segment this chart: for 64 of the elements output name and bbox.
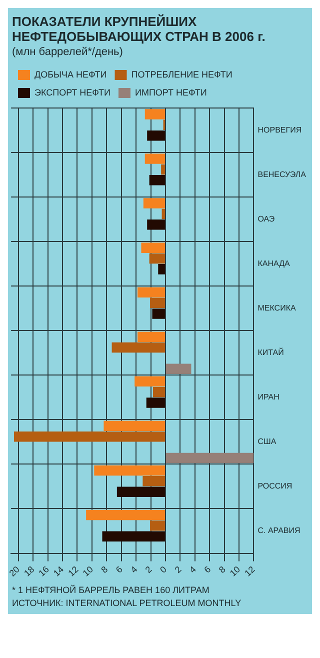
x-tick-label: 4 <box>187 564 198 575</box>
bar <box>150 520 165 531</box>
bar <box>150 298 165 308</box>
legend-label: ИМПОРТ НЕФТИ <box>134 87 207 98</box>
x-tick-label: 12 <box>242 564 257 578</box>
bar <box>104 420 165 432</box>
bar <box>147 130 165 141</box>
y-tick-label: МЕКСИКА <box>258 304 296 313</box>
x-tick-label: 12 <box>66 564 80 578</box>
x-tick-label: 2 <box>172 564 184 575</box>
bar <box>158 264 165 274</box>
y-tick-label: ИРАН <box>258 392 280 402</box>
y-tick-label: КИТАЙ <box>258 347 284 358</box>
bar <box>141 242 165 253</box>
legend-label: ДОБЫЧА НЕФТИ <box>34 69 107 80</box>
text: ИСТОЧНИК: INTERNATIONAL PETROLEUM MONTHLY <box>11 597 242 608</box>
bar <box>143 198 165 208</box>
x-tick-label: 8 <box>99 564 110 575</box>
bar <box>149 253 165 264</box>
x-tick-label: 6 <box>202 564 213 575</box>
bar <box>146 398 165 408</box>
x-tick-label: 8 <box>216 564 228 575</box>
chart-title: ПОКАЗАТЕЛИ КРУПНЕЙШИХ НЕФТЕДОБЫВАЮЩИХ СТРАН В 2006 г. <box>11 14 266 44</box>
bar <box>162 208 165 220</box>
x-tick-label: 20 <box>7 564 22 578</box>
y-tick-label: КАНАДА <box>258 259 291 268</box>
bar <box>116 486 165 497</box>
bar <box>166 364 192 374</box>
bar <box>152 386 165 398</box>
y-tick-label: НОРВЕГИЯ <box>258 125 302 134</box>
x-tick-label: 10 <box>228 564 242 578</box>
chart-subtitle: (млн баррелей*/день) <box>11 45 124 60</box>
bar <box>144 154 165 164</box>
x-tick-label: 6 <box>114 564 124 575</box>
bar <box>138 287 165 298</box>
legend-label: ЭКСПОРТ НЕФТИ <box>34 87 110 98</box>
x-tick-label: 10 <box>80 564 95 578</box>
y-tick-label: ВЕНЕСУЭЛА <box>258 170 307 179</box>
y-tick-label: США <box>258 437 277 446</box>
y-tick-label: ОАЭ <box>258 214 275 224</box>
bar <box>134 376 165 387</box>
x-tick-label: 2 <box>143 564 154 575</box>
bar <box>149 175 165 186</box>
bar <box>161 164 165 175</box>
bar <box>112 342 165 353</box>
bar <box>102 531 165 542</box>
bar <box>144 109 165 120</box>
x-tick-label: 14 <box>51 564 66 578</box>
x-tick-label: 0 <box>158 564 169 575</box>
bar <box>94 465 165 476</box>
bar <box>152 308 165 319</box>
bar <box>166 452 254 464</box>
bar <box>147 220 165 230</box>
bar <box>14 431 165 442</box>
x-tick-label: 16 <box>36 564 51 578</box>
bar <box>138 332 165 342</box>
x-tick-label: 18 <box>22 564 36 578</box>
bar <box>86 510 165 520</box>
bar <box>142 476 165 486</box>
y-tick-label: С. АРАВИЯ <box>258 526 301 536</box>
y-tick-label: РОССИЯ <box>258 482 292 491</box>
legend-label: ПОТРЕБЛЕНИЕ НЕФТИ <box>131 69 232 80</box>
text: * 1 НЕФТЯНОЙ БАРРЕЛЬ РАВЕН 160 ЛИТРАМ <box>11 584 210 595</box>
x-tick-label: 4 <box>128 564 140 575</box>
